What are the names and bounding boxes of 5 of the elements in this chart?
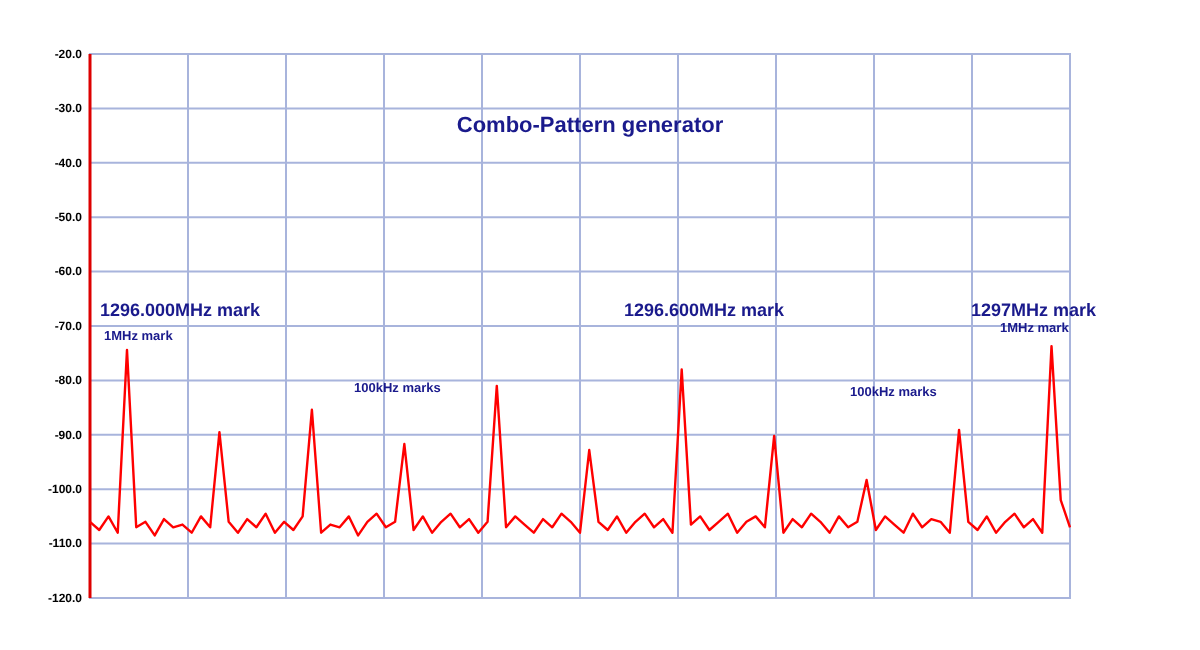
annotation: 1297MHz mark bbox=[970, 300, 1098, 320]
annotation: 1296.000MHz mark bbox=[100, 300, 263, 320]
text: Combo-Pattern generator bbox=[456, 114, 725, 138]
annotation: 1296.600MHz mark bbox=[624, 300, 787, 320]
line-series bbox=[88, 344, 1072, 537]
